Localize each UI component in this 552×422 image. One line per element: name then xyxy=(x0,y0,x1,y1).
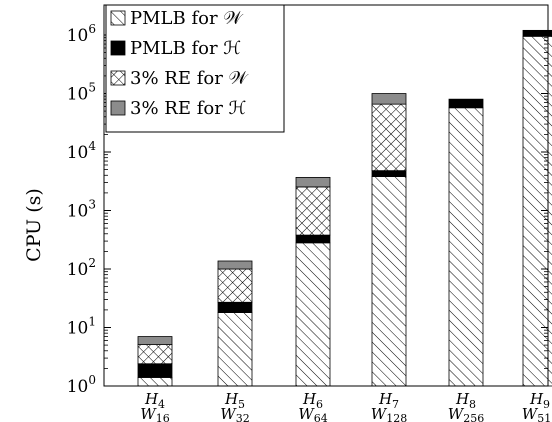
legend-box xyxy=(105,4,285,133)
bar-segment xyxy=(448,98,484,109)
y-tick-label: 101 xyxy=(67,315,96,339)
bar-segment xyxy=(295,242,331,387)
y-tick-label: 103 xyxy=(67,198,96,222)
x-tick-label-w: W16 xyxy=(140,405,169,422)
bar-segment xyxy=(295,186,331,236)
bar-segment xyxy=(217,312,253,387)
y-tick-label: 104 xyxy=(67,139,97,163)
y-tick-label: 105 xyxy=(67,81,96,105)
y-tick-label: 106 xyxy=(67,22,96,46)
bar-segment xyxy=(217,260,253,270)
bar-segment xyxy=(371,170,407,177)
legend-swatch xyxy=(110,100,126,116)
plot-frame xyxy=(103,4,549,387)
bar-segment xyxy=(448,107,484,387)
bar-segment xyxy=(371,93,407,105)
bar-segment xyxy=(137,363,173,378)
bar-segment xyxy=(137,336,173,346)
y-tick-label: 102 xyxy=(67,256,96,280)
legend-swatch xyxy=(110,40,126,56)
y-axis-label: CPU (s) xyxy=(23,188,45,262)
legend-label: PMLB for ℋ xyxy=(130,38,241,59)
x-tick-label-w: W64 xyxy=(298,405,327,422)
bar-segment xyxy=(137,344,173,365)
legend-label: 3% RE for ℋ xyxy=(130,98,246,119)
bar-segment xyxy=(217,268,253,303)
legend-label: PMLB for 𝒲 xyxy=(130,8,244,29)
x-tick-label-w: W32 xyxy=(220,405,249,422)
bar-segment xyxy=(371,176,407,387)
bar-segment xyxy=(295,234,331,244)
legend-label: 3% RE for 𝒲 xyxy=(130,68,250,89)
legend-swatch xyxy=(110,10,126,26)
y-tick-label: 100 xyxy=(67,373,96,397)
bar-segment xyxy=(371,103,407,172)
legend-swatch xyxy=(110,70,126,86)
bar-segment xyxy=(137,377,173,387)
bar-segment xyxy=(522,29,552,37)
bar-segment xyxy=(217,301,253,313)
bar-segment xyxy=(295,176,331,188)
